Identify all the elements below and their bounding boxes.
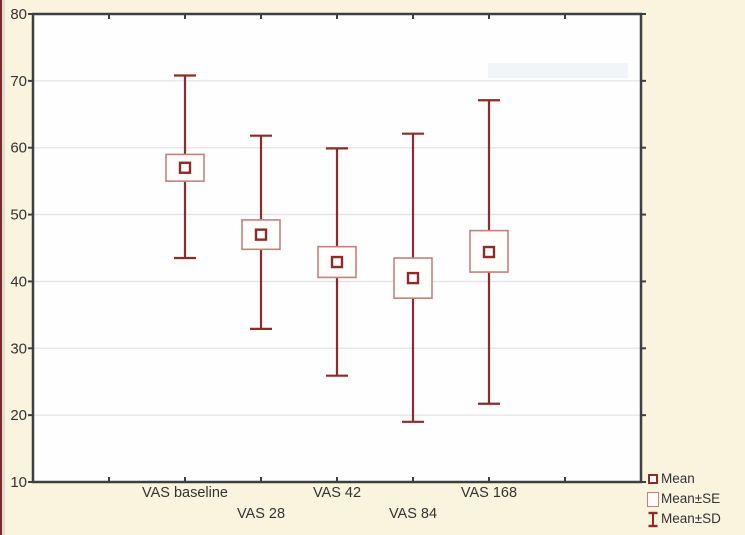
legend-item-mean-sd: Mean±SD xyxy=(645,509,721,529)
mean-marker xyxy=(330,255,344,269)
watermark-smudge xyxy=(488,63,628,78)
x-category-label: VAS 28 xyxy=(237,506,285,522)
y-tick-label: 80 xyxy=(10,6,27,23)
se-box-icon xyxy=(645,491,661,507)
legend-label-mean: Mean xyxy=(661,471,695,486)
x-category-label: VAS baseline xyxy=(142,485,228,501)
mean-marker xyxy=(482,245,496,259)
mean-square-icon xyxy=(645,474,661,484)
sd-whisker-icon xyxy=(645,511,661,528)
y-tick-label: 70 xyxy=(10,73,27,90)
y-tick-label: 40 xyxy=(10,273,27,290)
mean-marker xyxy=(406,271,420,285)
y-tick-label: 30 xyxy=(10,340,27,357)
y-tick-label: 10 xyxy=(10,474,27,491)
mean-marker xyxy=(254,228,268,241)
left-edge-gray-strip xyxy=(2,0,5,535)
y-tick-label: 20 xyxy=(10,407,27,424)
legend-label-mean-se: Mean±SE xyxy=(661,491,721,506)
y-tick-label: 50 xyxy=(10,207,27,224)
legend-label-mean-sd: Mean±SD xyxy=(661,511,721,526)
x-category-label: VAS 84 xyxy=(389,506,437,522)
chart-legend: Mean Mean±SE Mean±SD xyxy=(645,469,721,529)
legend-item-mean-se: Mean±SE xyxy=(645,489,721,509)
y-tick-label: 60 xyxy=(10,140,27,157)
legend-item-mean: Mean xyxy=(645,469,721,489)
left-edge-maroon-line xyxy=(0,0,2,535)
mean-marker xyxy=(178,161,192,174)
x-category-label: VAS 168 xyxy=(461,485,517,501)
x-category-label: VAS 42 xyxy=(313,485,361,501)
se-box xyxy=(393,257,433,299)
